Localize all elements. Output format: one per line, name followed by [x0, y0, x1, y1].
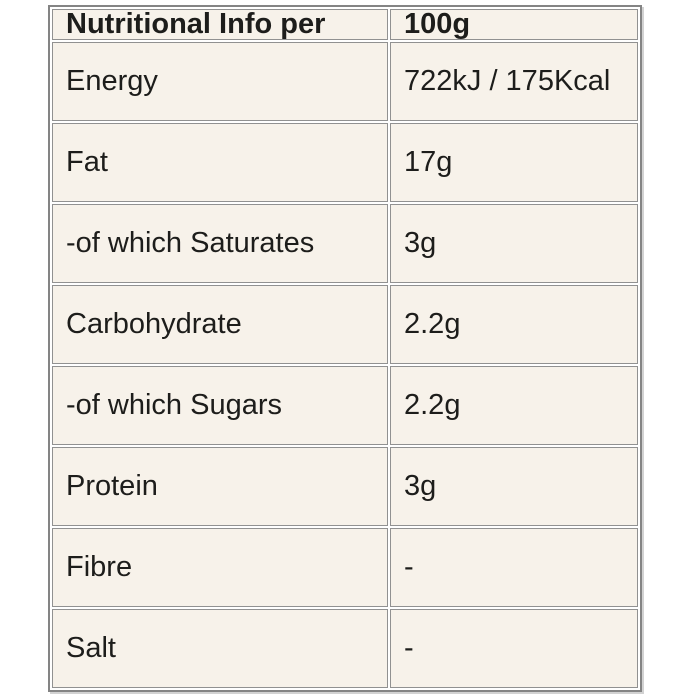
nutrient-label-cell: Protein [52, 447, 388, 526]
table-row: -of which Saturates 3g [52, 204, 638, 283]
table-row: Fibre - [52, 528, 638, 607]
table-row: Carbohydrate 2.2g [52, 285, 638, 364]
nutrient-value-cell: 2.2g [390, 366, 638, 445]
nutrient-label-cell: Carbohydrate [52, 285, 388, 364]
nutrient-value-cell: 3g [390, 204, 638, 283]
nutrient-value-cell: 722kJ / 175Kcal [390, 42, 638, 121]
table-row: Salt - [52, 609, 638, 688]
nutrient-value-cell: 17g [390, 123, 638, 202]
table-row: Protein 3g [52, 447, 638, 526]
nutrient-label-cell: Fat [52, 123, 388, 202]
nutrient-label-cell: -of which Saturates [52, 204, 388, 283]
header-value-cell: 100g [390, 9, 638, 40]
table-header-row: Nutritional Info per 100g [52, 9, 638, 40]
table-row: Energy 722kJ / 175Kcal [52, 42, 638, 121]
nutrient-value-cell: - [390, 609, 638, 688]
nutrient-label-cell: Fibre [52, 528, 388, 607]
nutrient-label-cell: Salt [52, 609, 388, 688]
header-label-cell: Nutritional Info per [52, 9, 388, 40]
nutrition-table: Nutritional Info per 100g Energy 722kJ / … [48, 5, 642, 692]
nutrient-value-cell: 2.2g [390, 285, 638, 364]
nutrient-value-cell: - [390, 528, 638, 607]
table-row: Fat 17g [52, 123, 638, 202]
nutrient-label-cell: Energy [52, 42, 388, 121]
nutrient-label-cell: -of which Sugars [52, 366, 388, 445]
table-body: Energy 722kJ / 175Kcal Fat 17g -of which Sat… [52, 42, 638, 688]
table-row: -of which Sugars 2.2g [52, 366, 638, 445]
nutrient-value-cell: 3g [390, 447, 638, 526]
